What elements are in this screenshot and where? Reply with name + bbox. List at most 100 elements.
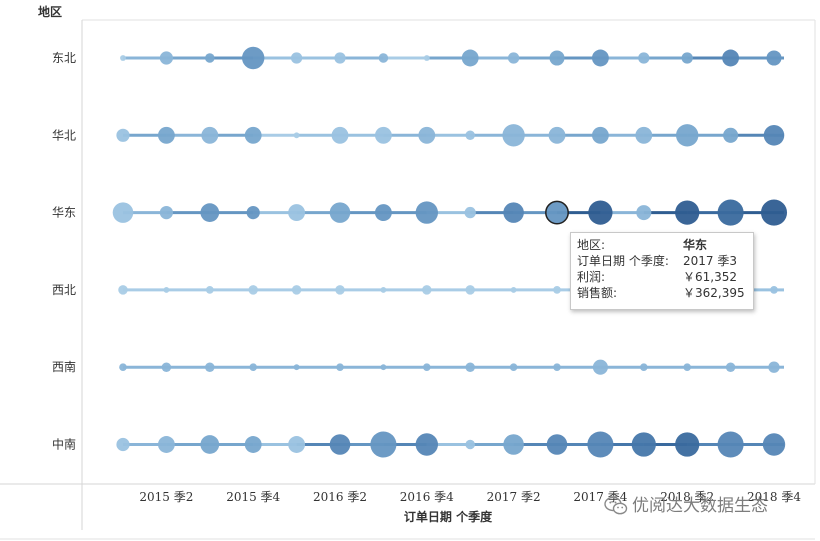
data-point [422, 285, 432, 295]
data-point [293, 132, 300, 139]
data-point [378, 53, 389, 63]
x-tick-label: 2018 季2 [660, 490, 714, 504]
row-label-中南: 中南 [52, 437, 76, 452]
watermark: 优阅达大数据生态 [604, 494, 804, 518]
data-point [163, 286, 170, 293]
data-point [675, 432, 700, 457]
data-point [591, 126, 609, 144]
row-label-西南: 西南 [52, 359, 76, 374]
data-point [422, 363, 431, 372]
data-point [374, 204, 392, 222]
data-point [291, 285, 302, 295]
data-point [502, 124, 525, 147]
data-point [510, 286, 517, 293]
x-axis-title: 订单日期 个季度 [404, 509, 493, 524]
x-tick-label: 2017 季4 [573, 490, 627, 504]
data-point [157, 126, 175, 144]
x-tick-label: 2016 季4 [400, 490, 454, 504]
data-point [205, 53, 215, 63]
data-point [509, 363, 518, 372]
tooltip-profit-label: 利润: [577, 270, 606, 284]
row-label-华东: 华东 [52, 206, 76, 220]
data-point [329, 434, 351, 455]
data-point [380, 364, 387, 371]
row-label-西北: 西北 [52, 283, 76, 297]
data-point [249, 363, 258, 372]
data-point [717, 431, 744, 458]
data-point [636, 205, 652, 221]
tooltip-sales-value: ￥362,395 [683, 286, 745, 300]
data-point [638, 52, 650, 64]
tooltip: 地区: 华东 订单日期 个季度: 2017 季3 利润: ￥61,352 销售额… [570, 232, 754, 310]
data-point [161, 362, 172, 372]
data-point [290, 52, 303, 64]
data-point [120, 55, 126, 61]
data-point [553, 363, 561, 372]
data-point [205, 286, 214, 294]
data-point [465, 362, 475, 372]
x-tick-label: 2015 季4 [226, 490, 280, 504]
data-point [380, 286, 387, 293]
data-point [201, 126, 219, 144]
wechat-icon [604, 496, 628, 515]
tooltip-sales-label: 销售额: [577, 286, 618, 300]
data-point [676, 124, 699, 147]
data-point [683, 363, 692, 372]
tooltip-row-date: 订单日期 个季度: 2017 季3 [577, 253, 753, 269]
watermark-text: 优阅达大数据生态 [632, 496, 768, 516]
tooltip-profit-value: ￥61,352 [683, 270, 737, 284]
data-point [717, 199, 744, 226]
data-point [200, 435, 220, 454]
data-point [587, 431, 614, 458]
tooltip-row-profit: 利润: ￥61,352 [577, 269, 753, 285]
data-point [246, 206, 260, 220]
data-point [465, 130, 475, 141]
data-point [592, 359, 608, 375]
data-point [293, 364, 300, 371]
data-point [723, 127, 739, 143]
data-point [205, 362, 215, 372]
tooltip-date-label: 订单日期 个季度: [577, 254, 669, 268]
data-point [374, 126, 392, 144]
data-point [118, 285, 128, 295]
data-point [244, 126, 262, 144]
data-point [112, 202, 134, 223]
tooltip-date-value: 2017 季3 [683, 254, 737, 268]
data-point [116, 128, 130, 142]
x-tick-label: 2015 季2 [139, 490, 193, 504]
data-point [725, 362, 736, 372]
data-point [722, 49, 740, 67]
data-point [546, 434, 568, 455]
data-point [159, 206, 173, 220]
tooltip-region-label: 地区: [577, 238, 606, 252]
data-point [681, 52, 693, 64]
data-point [507, 52, 520, 64]
data-point [415, 201, 438, 224]
data-point [461, 49, 479, 67]
data-point [553, 286, 561, 294]
data-point [464, 206, 476, 219]
data-point [768, 361, 780, 373]
data-point [503, 202, 524, 223]
data-point [242, 46, 265, 70]
data-point [770, 286, 778, 294]
data-point [418, 126, 436, 144]
highlighted-point [545, 200, 569, 225]
data-point [675, 200, 700, 225]
data-point [248, 285, 258, 295]
data-point [766, 50, 782, 66]
data-point [159, 51, 173, 65]
data-point [635, 126, 653, 144]
data-point [116, 437, 130, 452]
data-point [119, 363, 127, 372]
tooltip-row-region: 地区: 华东 [577, 237, 753, 253]
data-point [465, 439, 475, 450]
row-label-东北: 东北 [52, 51, 76, 65]
data-point [423, 55, 430, 61]
data-point [200, 203, 220, 222]
data-point [503, 434, 524, 455]
data-point [465, 285, 475, 295]
tooltip-region-value: 华东 [683, 238, 708, 252]
data-point [157, 436, 175, 453]
x-tick-label: 2016 季2 [313, 490, 367, 504]
